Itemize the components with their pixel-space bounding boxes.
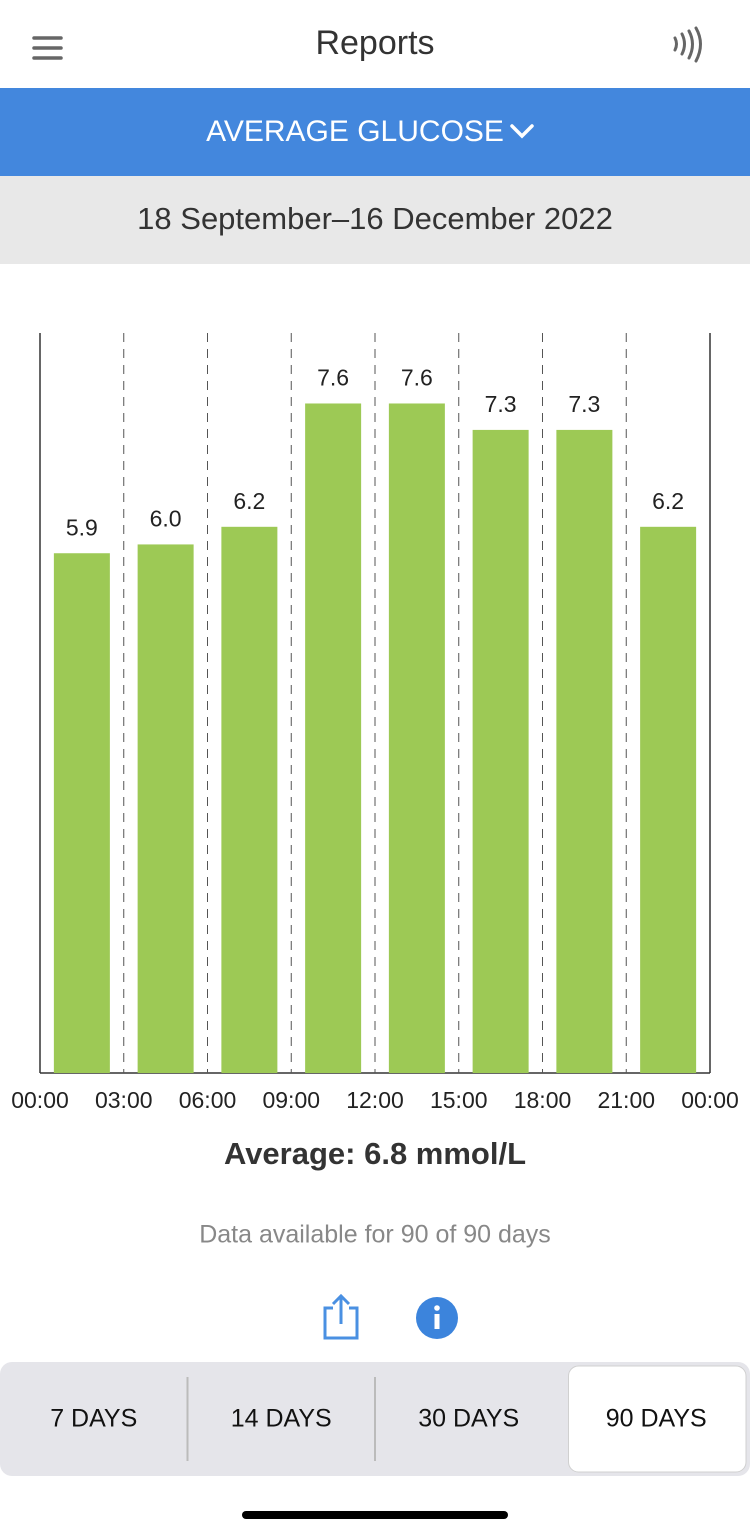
x-tick-label: 03:00 xyxy=(95,1087,153,1113)
bar xyxy=(472,429,529,1073)
date-band xyxy=(0,176,750,264)
screen-title: Reports xyxy=(315,24,434,62)
tab-selected[interactable] xyxy=(568,1365,747,1473)
bar xyxy=(556,429,613,1073)
bar xyxy=(53,553,110,1073)
tab-label[interactable]: 90 DAYS xyxy=(606,1405,707,1433)
share-button[interactable] xyxy=(323,1293,359,1340)
x-tick-label: 00:00 xyxy=(681,1087,739,1113)
bar xyxy=(305,403,362,1073)
bar xyxy=(388,403,445,1073)
report-type[interactable]: AVERAGE GLUCOSE xyxy=(206,115,504,148)
home-indicator xyxy=(242,1511,508,1519)
value-label: 7.3 xyxy=(568,391,600,417)
tabs: 7 DAYS 14 DAYS 30 DAYS 90 DAYS xyxy=(50,1365,747,1473)
report-selector[interactable] xyxy=(0,88,750,176)
x-tick-label: 21:00 xyxy=(597,1087,655,1113)
value-label: 6.0 xyxy=(150,506,182,532)
dropdown-chevron[interactable] xyxy=(510,124,534,139)
scan-icon[interactable] xyxy=(673,26,702,63)
x-tick-label: 06:00 xyxy=(179,1087,237,1113)
average: Average: 6.8 mmol/L xyxy=(224,1136,526,1171)
x-tick-label: 09:00 xyxy=(262,1087,320,1113)
x-tick-label: 12:00 xyxy=(346,1087,404,1113)
chart: 5.9 6.0 6.2 7.6 7.6 7.3 7.3 6.2 00:00 03:00 06:00 0… xyxy=(11,333,739,1113)
value-label: 7.6 xyxy=(317,365,349,391)
x-tick-label: 00:00 xyxy=(11,1087,69,1113)
tab-label[interactable]: 7 DAYS xyxy=(50,1405,137,1433)
value-label: 5.9 xyxy=(66,514,98,540)
x-tick-label: 15:00 xyxy=(430,1087,488,1113)
bar xyxy=(640,526,697,1073)
value-label: 7.3 xyxy=(485,391,517,417)
menu-button[interactable] xyxy=(32,36,63,60)
bar xyxy=(221,526,278,1073)
info-button[interactable] xyxy=(416,1297,458,1339)
value-label: 7.6 xyxy=(401,365,433,391)
x-tick-label: 18:00 xyxy=(514,1087,572,1113)
bar xyxy=(137,544,194,1073)
value-label: 6.2 xyxy=(233,488,265,514)
availability: Data available for 90 of 90 days xyxy=(199,1221,551,1249)
tab-label[interactable]: 14 DAYS xyxy=(231,1405,332,1433)
tab-label[interactable]: 30 DAYS xyxy=(418,1405,519,1433)
value-label: 6.2 xyxy=(652,488,684,514)
app-bar xyxy=(0,0,750,88)
date-range: 18 September–16 December 2022 xyxy=(137,201,613,236)
